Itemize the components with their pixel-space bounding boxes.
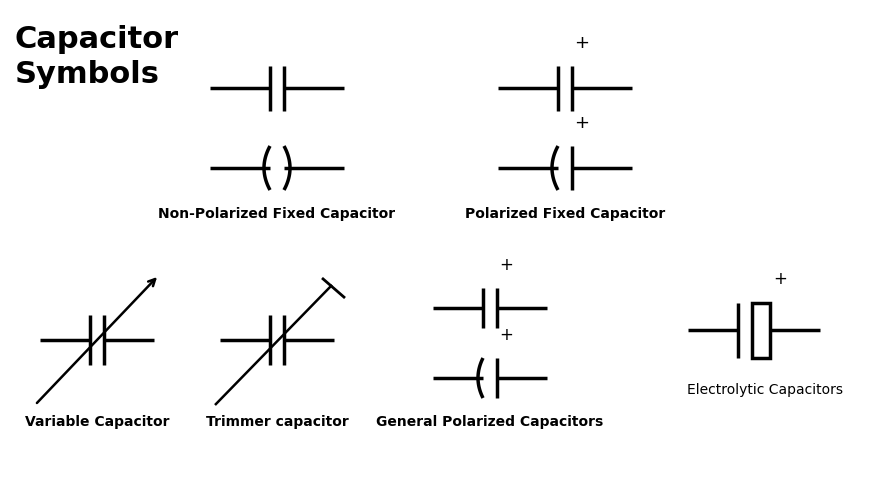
Bar — [752, 303, 769, 358]
Text: Non-Polarized Fixed Capacitor: Non-Polarized Fixed Capacitor — [158, 207, 395, 221]
Text: Trimmer capacitor: Trimmer capacitor — [205, 415, 348, 429]
Text: General Polarized Capacitors: General Polarized Capacitors — [376, 415, 603, 429]
Text: Capacitor
Symbols: Capacitor Symbols — [15, 25, 179, 89]
Text: Polarized Fixed Capacitor: Polarized Fixed Capacitor — [464, 207, 665, 221]
Text: +: + — [573, 114, 588, 132]
Text: Variable Capacitor: Variable Capacitor — [25, 415, 169, 429]
Text: Electrolytic Capacitors: Electrolytic Capacitors — [687, 383, 842, 397]
Text: +: + — [499, 326, 512, 344]
Text: +: + — [573, 34, 588, 52]
Text: +: + — [772, 270, 786, 289]
Text: +: + — [499, 256, 512, 274]
